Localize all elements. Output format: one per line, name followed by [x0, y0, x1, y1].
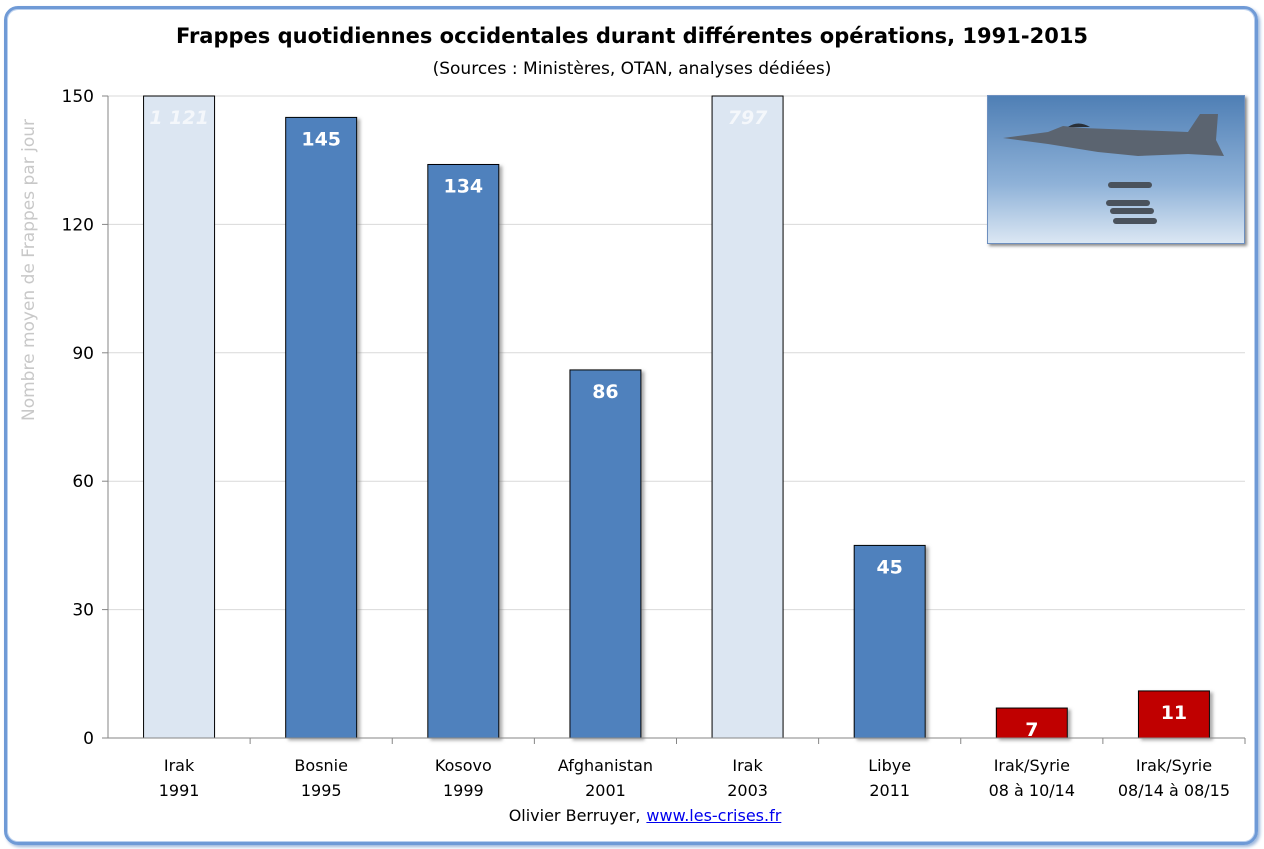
x-tick-label-sub: 2011 [869, 781, 910, 800]
chart-frame [4, 6, 1258, 845]
x-tick-label-sub: 2001 [585, 781, 626, 800]
bar [285, 116, 358, 739]
data-label: 134 [443, 175, 483, 197]
x-tick-label: Bosnie [294, 756, 348, 775]
x-tick-label: Kosovo [435, 756, 492, 775]
bar [995, 707, 1068, 739]
credit-link[interactable]: www.les-crises.fr [646, 806, 782, 825]
bar [711, 95, 784, 739]
bar [143, 95, 216, 739]
x-tick-label-sub: 2003 [727, 781, 768, 800]
y-tick-label: 30 [72, 601, 94, 621]
credit-line: Olivier Berruyer, www.les-crises.fr [0, 806, 1264, 825]
data-label: 797 [728, 107, 768, 129]
data-label: 11 [1161, 702, 1187, 724]
credit-author: Olivier Berruyer, [508, 806, 641, 825]
chart-subtitle: (Sources : Ministères, OTAN, analyses dé… [432, 59, 832, 79]
data-label: 145 [301, 128, 341, 150]
bar [853, 544, 926, 739]
y-tick-label: 0 [83, 729, 94, 749]
fighter-jet-photo [987, 95, 1245, 244]
data-label: 86 [592, 381, 618, 403]
y-tick-label: 60 [72, 472, 94, 492]
x-tick-label: Irak [732, 756, 763, 775]
bar [1137, 690, 1210, 739]
bar [427, 163, 500, 739]
x-tick-label: Libye [868, 756, 911, 775]
x-tick-label: Irak/Syrie [994, 756, 1070, 775]
x-tick-label-sub: 1995 [301, 781, 342, 800]
bar [569, 369, 642, 739]
x-tick-label-sub: 08/14 à 08/15 [1118, 781, 1230, 800]
chart-title: Frappes quotidiennes occidentales durant… [175, 24, 1089, 48]
y-tick-label: 150 [62, 87, 94, 107]
x-tick-label-sub: 1999 [443, 781, 484, 800]
x-tick-label: Irak [164, 756, 195, 775]
y-tick-label: 90 [72, 344, 94, 364]
x-tick-label-sub: 08 à 10/14 [989, 781, 1075, 800]
data-label: 1 121 [149, 107, 209, 129]
data-label: 7 [1025, 719, 1038, 741]
x-tick-label: Afghanistan [558, 756, 653, 775]
x-tick-label: Irak/Syrie [1136, 756, 1212, 775]
y-tick-label: 120 [62, 215, 94, 235]
data-label: 45 [876, 556, 902, 578]
x-tick-label-sub: 1991 [159, 781, 200, 800]
